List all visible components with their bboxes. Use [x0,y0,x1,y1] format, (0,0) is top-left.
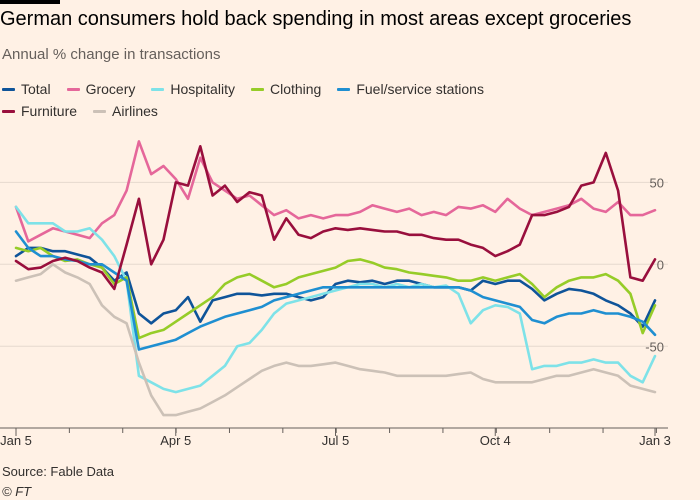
legend-swatch [2,109,15,113]
legend-swatch [93,109,107,113]
series-line-furniture [14,145,657,291]
chart-title: German consumers hold back spending in m… [0,8,632,30]
line-chart: 50 0 -50 Jan 5 Apr 5 Jul 5 Oct 4 Jan 3 [0,140,671,448]
legend-swatch [151,87,165,91]
series-line-clothing [14,246,657,340]
legend-label: Total [21,81,51,97]
series-line-fuel-service-stations [14,230,657,351]
y-tick-label: -50 [645,339,664,354]
legend-item-grocery: Grocery [66,81,136,97]
legend-swatch [250,87,264,91]
x-tick-label: Jan 3 [639,433,671,448]
chart-legend: Total Grocery Hospitality Clothing Fuel/… [2,78,642,122]
legend-label: Fuel/service stations [356,81,484,97]
legend-label: Hospitality [170,81,235,97]
chart-subtitle: Annual % change in transactions [2,46,221,63]
legend-row: Furniture Airlines [2,100,642,122]
source-note: Source: Fable Data [2,464,115,479]
legend-item-hospitality: Hospitality [151,81,235,97]
legend-item-clothing: Clothing [250,81,322,97]
series-line-airlines [14,263,657,417]
legend-label: Airlines [112,103,158,119]
ft-header-bar [0,0,60,4]
legend-row: Total Grocery Hospitality Clothing Fuel/… [2,78,642,100]
x-tick-label: Oct 4 [480,433,511,448]
y-tick-label: 0 [657,257,664,272]
legend-swatch [66,87,80,91]
x-tick-label: Jan 5 [0,433,32,448]
legend-swatch [337,87,351,91]
series-line-grocery [14,140,657,243]
legend-item-furniture: Furniture [2,103,77,119]
legend-label: Furniture [21,103,78,119]
x-tick-label: Apr 5 [160,433,191,448]
ft-credit: © FT [2,484,32,499]
x-tick-label: Jul 5 [322,433,349,448]
series-line-hospitality [14,205,657,394]
legend-item-airlines: Airlines [93,103,158,119]
legend-swatch [2,87,15,91]
legend-item-fuel: Fuel/service stations [337,81,484,97]
y-tick-label: 50 [650,175,664,190]
legend-item-total: Total [2,81,51,97]
legend-label: Grocery [85,81,136,97]
legend-label: Clothing [269,81,322,97]
